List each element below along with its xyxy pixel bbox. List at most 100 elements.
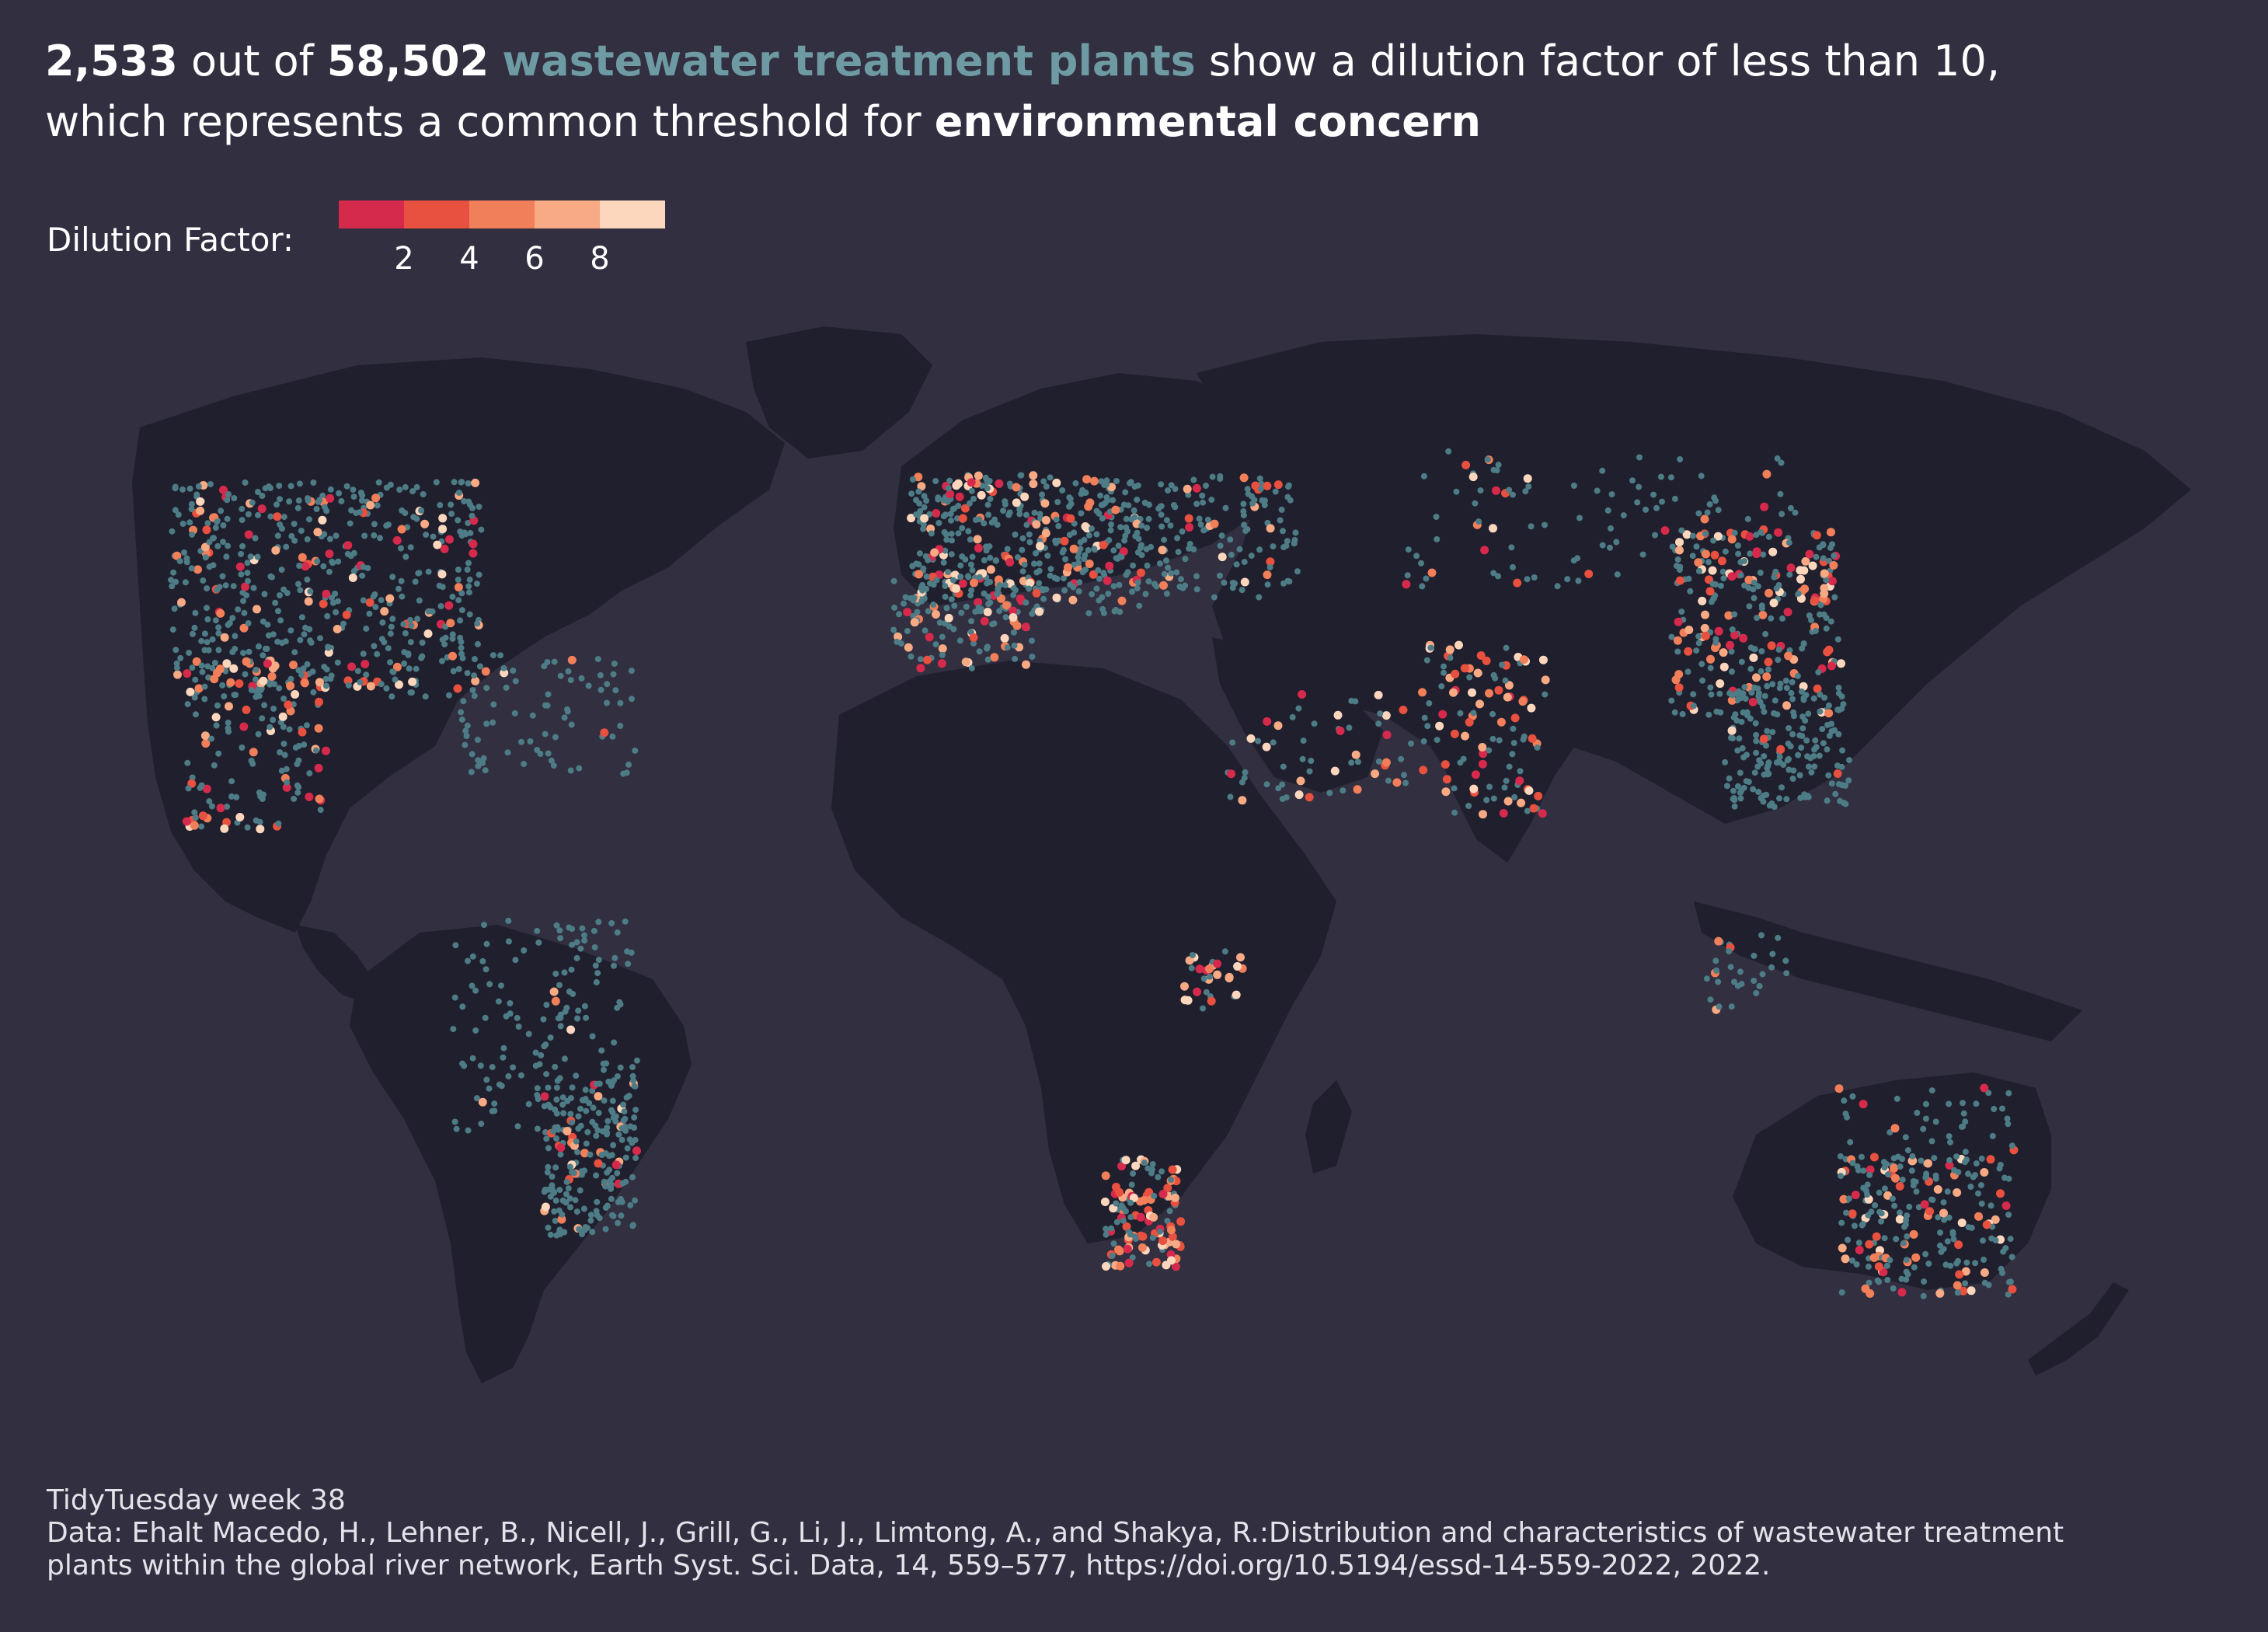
low-dilution-plant-point — [282, 783, 291, 792]
plant-point — [1168, 482, 1175, 489]
plant-point — [1834, 636, 1841, 643]
low-dilution-plant-point — [1012, 498, 1021, 507]
plant-point — [935, 496, 942, 503]
plant-point — [280, 586, 287, 593]
plant-point — [458, 479, 465, 486]
plant-point — [1095, 567, 1102, 574]
plant-point — [1629, 477, 1636, 484]
low-dilution-plant-point — [1180, 982, 1189, 991]
low-dilution-plant-point — [385, 594, 395, 603]
plant-point — [948, 530, 955, 537]
plant-point — [206, 539, 213, 546]
plant-point — [1792, 509, 1799, 516]
plant-point — [2005, 1090, 2012, 1097]
plant-point — [310, 689, 317, 696]
plant-point — [282, 638, 289, 645]
low-dilution-plant-point — [1768, 547, 1778, 556]
low-dilution-plant-point — [1266, 524, 1275, 533]
plant-point — [1434, 737, 1441, 744]
plant-point — [396, 486, 403, 493]
plant-point — [215, 647, 222, 654]
plant-point — [564, 706, 570, 713]
plant-point — [598, 1152, 605, 1158]
low-dilution-plant-point — [172, 551, 182, 560]
low-dilution-plant-point — [1382, 731, 1392, 740]
plant-point — [188, 506, 195, 512]
plant-point — [2007, 1236, 2014, 1243]
low-dilution-plant-point — [952, 584, 960, 593]
central-america — [295, 925, 373, 1003]
plant-point — [1278, 506, 1285, 513]
plant-point — [400, 621, 407, 628]
plant-point — [2008, 1254, 2015, 1261]
plant-point — [1998, 1265, 2005, 1272]
plant-point — [589, 1229, 596, 1236]
plant-point — [1420, 473, 1427, 479]
plant-point — [611, 1077, 617, 1084]
plant-point — [967, 536, 974, 543]
plant-point — [1937, 1229, 1943, 1236]
plant-point — [1484, 456, 1491, 463]
plant-point — [1820, 555, 1827, 562]
low-dilution-plant-point — [1713, 532, 1723, 541]
low-dilution-plant-point — [1476, 651, 1486, 660]
plant-point — [1148, 543, 1155, 550]
low-dilution-plant-point — [1727, 535, 1737, 544]
plant-point — [1802, 717, 1809, 724]
low-dilution-plant-point — [1183, 996, 1193, 1005]
plant-point — [423, 532, 430, 539]
plant-point — [1110, 547, 1117, 554]
plant-point — [1754, 583, 1761, 590]
plant-point — [1698, 473, 1705, 479]
plant-point — [1401, 772, 1407, 779]
low-dilution-plant-point — [1833, 769, 1842, 778]
plant-point — [1742, 696, 1749, 703]
plant-point — [1988, 1235, 1995, 1242]
low-dilution-plant-point — [438, 525, 448, 534]
low-dilution-plant-point — [1859, 1100, 1868, 1109]
plant-point — [970, 495, 977, 502]
plant-point — [462, 529, 468, 536]
plant-point — [1076, 579, 1083, 586]
plant-point — [1759, 971, 1766, 978]
plant-point — [1127, 479, 1134, 486]
low-dilution-plant-point — [967, 478, 976, 487]
plant-point — [569, 1119, 575, 1126]
plant-point — [306, 626, 313, 633]
low-dilution-plant-point — [974, 471, 983, 480]
low-dilution-plant-point — [1519, 655, 1528, 664]
low-dilution-plant-point — [1534, 791, 1543, 800]
plant-point — [465, 520, 472, 526]
plant-point — [294, 782, 301, 789]
plant-point — [430, 533, 437, 540]
plant-point — [335, 558, 342, 565]
plant-point — [1099, 515, 1106, 522]
plant-point — [1242, 769, 1249, 776]
plant-point — [1902, 1134, 1909, 1141]
plant-point — [945, 569, 951, 575]
headline-emphasis: environmental concern — [934, 97, 1481, 146]
plant-point — [1142, 591, 1149, 598]
low-dilution-plant-point — [1441, 787, 1451, 797]
plant-point — [1768, 964, 1775, 971]
low-dilution-plant-point — [1726, 640, 1734, 650]
plant-point — [607, 1177, 613, 1184]
low-dilution-plant-point — [1510, 713, 1520, 723]
low-dilution-plant-point — [632, 1146, 641, 1156]
plant-point — [1820, 740, 1827, 747]
plant-point — [1915, 1204, 1922, 1211]
plant-point — [1113, 1219, 1120, 1226]
low-dilution-plant-point — [454, 583, 463, 592]
plant-point — [984, 580, 991, 587]
plant-point — [1774, 455, 1781, 462]
plant-point — [1944, 1238, 1951, 1245]
plant-point — [1130, 1170, 1136, 1177]
plant-point — [1270, 739, 1277, 746]
low-dilution-plant-point — [1227, 769, 1236, 779]
plant-point — [890, 577, 897, 584]
plant-point — [1743, 778, 1750, 785]
plant-point — [476, 504, 483, 511]
plant-point — [483, 966, 489, 973]
plant-point — [1693, 647, 1700, 654]
plant-point — [1023, 599, 1029, 606]
